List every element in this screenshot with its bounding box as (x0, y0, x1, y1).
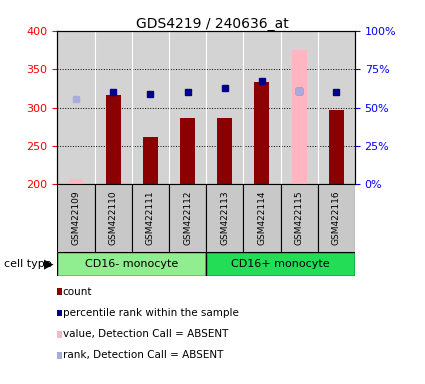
Text: GSM422111: GSM422111 (146, 190, 155, 245)
Text: percentile rank within the sample: percentile rank within the sample (63, 308, 238, 318)
Text: GSM422115: GSM422115 (295, 190, 303, 245)
Text: GSM422116: GSM422116 (332, 190, 341, 245)
Bar (143, 137, 158, 184)
Bar (169, 184, 206, 252)
Bar (292, 50, 306, 184)
Bar (57, 252, 206, 276)
Bar (317, 184, 355, 252)
Text: GSM422109: GSM422109 (71, 190, 80, 245)
Text: GSM422113: GSM422113 (220, 190, 229, 245)
Bar (68, 179, 83, 184)
Bar (280, 184, 317, 252)
Bar (243, 184, 280, 252)
Bar (206, 252, 355, 276)
Bar (206, 184, 243, 252)
Bar (57, 184, 94, 252)
Text: CD16+ monocyte: CD16+ monocyte (231, 259, 330, 269)
Text: CD16- monocyte: CD16- monocyte (85, 259, 178, 269)
Bar (106, 95, 121, 184)
Bar (217, 118, 232, 184)
Text: GSM422110: GSM422110 (109, 190, 118, 245)
Text: ▶: ▶ (44, 258, 54, 270)
Bar (255, 82, 269, 184)
Bar (94, 184, 132, 252)
Text: GSM422112: GSM422112 (183, 191, 192, 245)
Text: cell type: cell type (4, 259, 52, 269)
Text: GSM422114: GSM422114 (258, 191, 266, 245)
Text: count: count (63, 287, 92, 297)
Text: rank, Detection Call = ABSENT: rank, Detection Call = ABSENT (63, 350, 223, 360)
Text: GDS4219 / 240636_at: GDS4219 / 240636_at (136, 17, 289, 31)
Bar (180, 118, 195, 184)
Bar (329, 110, 344, 184)
Text: value, Detection Call = ABSENT: value, Detection Call = ABSENT (63, 329, 228, 339)
Bar (132, 184, 169, 252)
